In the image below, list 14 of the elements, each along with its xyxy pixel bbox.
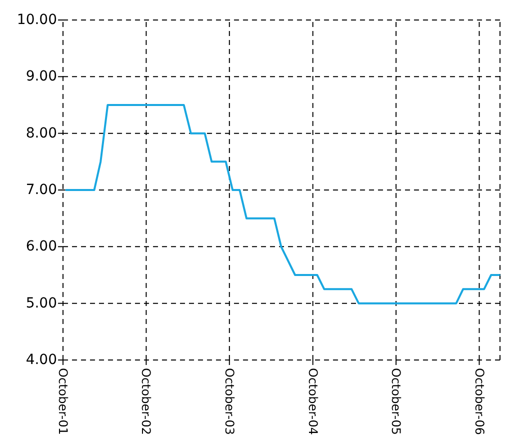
x-tick-label: October-05 — [389, 368, 404, 435]
y-tick-label: 9.00 — [26, 68, 57, 85]
y-tick-label: 6.00 — [26, 238, 57, 255]
y-tick-label: 10.00 — [16, 12, 57, 28]
y-tick-label: 5.00 — [26, 295, 57, 312]
y-tick-label: 7.00 — [26, 182, 57, 198]
y-tick-label: 8.00 — [26, 125, 57, 142]
line-series — [65, 104, 500, 304]
x-tick-label: October-04 — [306, 368, 320, 435]
x-tick-label: October-06 — [472, 368, 486, 435]
x-tick-label: October-01 — [56, 368, 70, 435]
x-tick-label: October-02 — [139, 368, 154, 435]
x-tick-label: October-03 — [222, 368, 236, 435]
y-tick-label: 4.00 — [26, 352, 57, 368]
